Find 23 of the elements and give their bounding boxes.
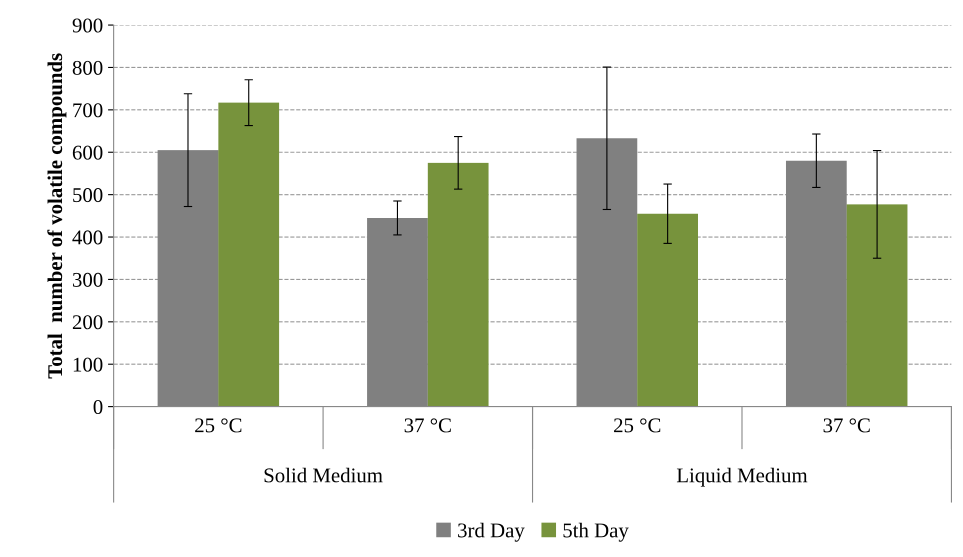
y-tick-label: 600	[72, 146, 102, 160]
bar	[846, 204, 908, 407]
legend-label: 5th Day	[563, 522, 629, 542]
x-tick-label: 37 °C	[404, 418, 451, 432]
y-tick-label: 100	[74, 358, 102, 372]
legend-label: 3rd Day	[458, 522, 525, 542]
y-tick-label: 900	[72, 18, 102, 32]
bar	[218, 102, 280, 407]
y-axis-title: Total number of volatile compounds	[47, 53, 66, 378]
x-tick-label: 37 °C	[824, 418, 870, 432]
y-tick-label: 700	[73, 103, 102, 118]
text: Solid Medium	[264, 468, 383, 482]
x-tick-label: 25 °C	[614, 418, 660, 432]
y-tick-label: 500	[73, 188, 102, 202]
x-tick-label: 25 °C	[195, 418, 242, 432]
y-tick-label: 800	[72, 60, 102, 75]
bar	[428, 162, 489, 407]
y-tick-label: 300	[72, 272, 102, 287]
y-tick-label: 200	[72, 315, 102, 330]
y-tick-label: 400	[72, 230, 102, 244]
y-tick-label: 0	[94, 400, 102, 414]
bar	[637, 214, 698, 407]
text: Liquid Medium	[676, 468, 808, 487]
